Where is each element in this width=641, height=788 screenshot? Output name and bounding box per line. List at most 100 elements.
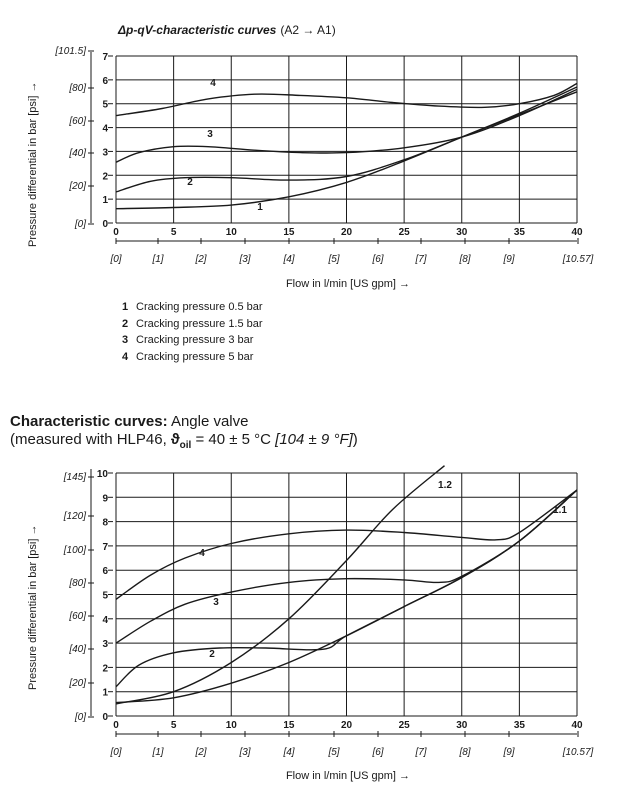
chart1-title: Δp-qV-characteristic curves (A2 → A1)	[117, 23, 336, 37]
section2-subtitle-pre: (measured with HLP46,	[10, 431, 171, 448]
chart2-ylabel: Pressure differential in bar [psi] →	[27, 525, 39, 690]
chart2-xtick-sec-5: [5]	[327, 747, 339, 758]
legend-text-1: Cracking pressure 0.5 bar	[136, 301, 263, 313]
chart2-ytick-sec-2: [40]	[68, 644, 86, 655]
chart2-xtick-25: 25	[399, 720, 411, 731]
chart1-xtick-40: 40	[571, 227, 583, 238]
chart2-series-label-1.2: 1.2	[438, 480, 452, 491]
chart1-xtick-25: 25	[399, 227, 411, 238]
chart2-ytick-sec-1: [20]	[68, 678, 86, 689]
section2-title-bold: Characteristic curves:	[10, 413, 168, 430]
chart1-title-main: Δp-qV-characteristic curves	[117, 23, 277, 37]
chart1-legend: 1 Cracking pressure 0.5 bar 2 Cracking pre…	[122, 299, 263, 365]
chart1-xlabel: Flow in l/min [US gpm] →	[286, 278, 410, 290]
chart2-ytick-5: 5	[102, 591, 108, 602]
chart1-ytick-3: 3	[102, 147, 108, 158]
chart2-xtick-35: 35	[514, 720, 526, 731]
chart1-ytick-0: 0	[102, 219, 108, 230]
chart2-ytick-4: 4	[102, 615, 108, 626]
chart1-xtick-20: 20	[341, 227, 353, 238]
chart1-grid	[115, 55, 578, 224]
section2-subtitle-post: )	[352, 431, 358, 448]
chart1-xtick-30: 30	[456, 227, 468, 238]
section2-subtitle-mid: = 40 ± 5 °C	[191, 431, 276, 448]
chart1-xtick-0: 0	[113, 227, 119, 238]
chart2-xlabel: Flow in l/min [US gpm] →	[286, 770, 410, 782]
legend-item-2: 2 Cracking pressure 1.5 bar	[122, 316, 263, 333]
chart2-xtick-0: 0	[113, 720, 119, 731]
chart2-xtick-sec-7: [7]	[414, 747, 426, 758]
chart1-axes: 0 5 10 15 20 25 30 35 40[0] [1] [2] [3] [4] [5] [6] [7]…	[54, 46, 593, 265]
chart1-curves	[115, 82, 578, 210]
chart1-ytick-2: 2	[102, 171, 108, 182]
chart2-ytick-sec-3: [60]	[68, 611, 86, 622]
chart1-xtick-35: 35	[514, 227, 526, 238]
chart2-series-label-1.1: 1.1	[553, 505, 567, 516]
chart1-xtick-10: 10	[226, 227, 238, 238]
chart1-ytick-sec-5: [101.5]	[54, 46, 86, 57]
chart2-ytick-2: 2	[102, 663, 108, 674]
chart2-xtick-5: 5	[171, 720, 177, 731]
legend-num-3: 3	[122, 334, 129, 346]
chart2-series-1.2	[115, 465, 445, 705]
chart1-xtick-sec-6: [6]	[371, 254, 383, 265]
theta-symbol: ϑ	[170, 431, 180, 448]
section2-title-rest: Angle valve	[170, 413, 249, 430]
legend-text-3: Cracking pressure 3 bar	[136, 334, 254, 346]
chart1-xtick-sec-1: [1]	[151, 254, 163, 265]
chart2-xtick-sec-1: [1]	[151, 747, 163, 758]
chart1-ytick-6: 6	[102, 76, 108, 87]
chart1-xtick-15: 15	[283, 227, 295, 238]
chart2-series-label-3: 3	[213, 597, 219, 608]
legend-item-1: 1 Cracking pressure 0.5 bar	[122, 299, 263, 316]
legend-num-2: 2	[122, 317, 129, 330]
chart2-ytick-0: 0	[102, 712, 108, 723]
chart1-series-2	[115, 91, 578, 193]
chart1-series-3	[115, 88, 578, 163]
oil-subscript: oil	[179, 440, 192, 451]
chart2-grid	[115, 472, 578, 717]
chart2-xtick-10: 10	[226, 720, 238, 731]
chart2-ytick-1: 1	[102, 688, 108, 699]
chart2-ytick-7: 7	[102, 542, 108, 553]
chart2-axes: 0 5 10 15 20 25 30 35 40[0] [1] [2] [3] [4] [5] [6] [7]…	[63, 469, 594, 758]
chart2-series-labels: 1.1 1.2 2 3 4	[199, 480, 567, 660]
chart2-ytick-10: 10	[97, 469, 109, 480]
chart1-xtick-sec-4: [4]	[282, 254, 294, 265]
chart2-xtick-sec-6: [6]	[371, 747, 383, 758]
legend-num-1: 1	[122, 301, 129, 313]
chart1-xtick-sec-0: [0]	[109, 254, 121, 265]
chart1-xtick-5: 5	[171, 227, 177, 238]
chart1-xtick-sec-9: [9]	[502, 254, 514, 265]
chart1-ytick-sec-3: [60]	[68, 116, 86, 127]
legend-num-4: 4	[122, 350, 129, 363]
chart2-series-label-2: 2	[209, 649, 215, 660]
chart1-xtick-sec-10: [10.57]	[562, 254, 594, 265]
chart1-ytick-5: 5	[102, 100, 108, 111]
section2-subtitle-ital: [104 ± 9 °F]	[275, 431, 353, 448]
chart1-ytick-sec-2: [40]	[68, 148, 86, 159]
chart2-ytick-6: 6	[102, 566, 108, 577]
chart1-xtick-sec-7: [7]	[414, 254, 426, 265]
chart2-ytick-sec-4: [80]	[68, 578, 86, 589]
chart2-xtick-sec-9: [9]	[502, 747, 514, 758]
chart2-xtick-sec-2: [2]	[194, 747, 206, 758]
chart2-ytick-3: 3	[102, 639, 108, 650]
legend-item-4: 4 Cracking pressure 5 bar	[122, 349, 263, 366]
chart2-xtick-sec-10: [10.57]	[562, 747, 594, 758]
chart2-series-label-4: 4	[199, 548, 205, 559]
legend-text-2: Cracking pressure 1.5 bar	[136, 317, 263, 330]
chart2-ytick-9: 9	[102, 493, 108, 504]
chart2-series-4	[115, 489, 578, 600]
chart2-curves	[115, 465, 578, 705]
chart2-ytick-8: 8	[102, 518, 108, 529]
chart2-ytick-sec-6: [120]	[63, 511, 86, 522]
section2-title: Characteristic curves: Angle valve (meas…	[10, 413, 358, 455]
legend-item-3: 3 Cracking pressure 3 bar	[122, 332, 263, 349]
chart1-series-label-4: 4	[210, 78, 216, 89]
chart1-ytick-sec-1: [20]	[68, 181, 86, 192]
chart1-xtick-sec-3: [3]	[238, 254, 250, 265]
chart2-xtick-sec-8: [8]	[458, 747, 470, 758]
chart2-xtick-40: 40	[571, 720, 583, 731]
